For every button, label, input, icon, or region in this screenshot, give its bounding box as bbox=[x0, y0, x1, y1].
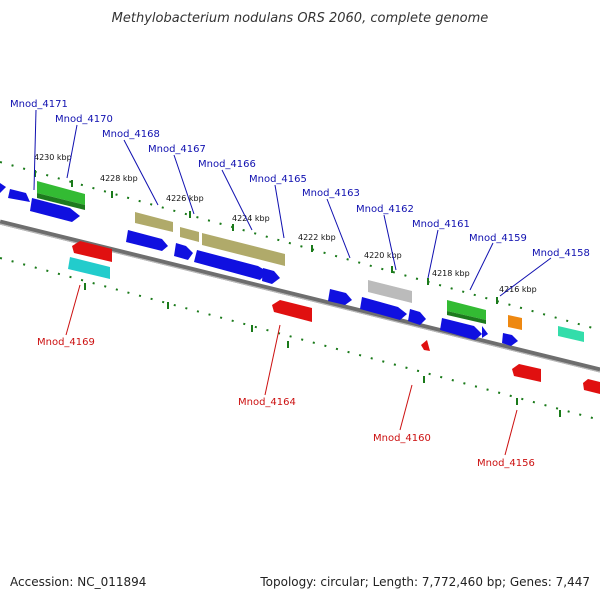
gene-label-mnod-4162[interactable]: Mnod_4162 bbox=[356, 204, 414, 215]
tick-label-4230: 4230 kbp bbox=[34, 153, 72, 162]
tick-label-4220: 4220 kbp bbox=[364, 251, 402, 260]
gene-label-mnod-4161[interactable]: Mnod_4161 bbox=[412, 219, 470, 230]
tick-label-4218: 4218 kbp bbox=[432, 269, 470, 278]
feature-olive-2 bbox=[180, 227, 199, 242]
gene-label-mnod-4159[interactable]: Mnod_4159 bbox=[469, 233, 527, 244]
major-ticks bbox=[34, 170, 561, 417]
feature-cds-7 bbox=[360, 297, 407, 320]
tick-label-4228: 4228 kbp bbox=[100, 174, 138, 183]
gene-label-mnod-4158[interactable]: Mnod_4158 bbox=[532, 248, 590, 259]
tick-label-4226: 4226 kbp bbox=[166, 194, 204, 203]
bottom-gene-labels: Mnod_4169 Mnod_4164 Mnod_4160 Mnod_4156 bbox=[37, 337, 535, 469]
gene-label-mnod-4169[interactable]: Mnod_4169 bbox=[37, 337, 95, 348]
top-gene-labels: Mnod_4171 Mnod_4170 Mnod_4168 Mnod_4167 … bbox=[10, 99, 590, 259]
feature-olive-1 bbox=[135, 212, 173, 232]
feature-green-1 bbox=[37, 181, 85, 205]
feature-teal-1 bbox=[558, 326, 584, 342]
tick-label-4216: 4216 kbp bbox=[499, 285, 537, 294]
feature-gray-1 bbox=[368, 280, 412, 303]
gene-label-mnod-4170[interactable]: Mnod_4170 bbox=[55, 114, 113, 125]
tick-label-4222: 4222 kbp bbox=[298, 233, 336, 242]
gene-label-mnod-4166[interactable]: Mnod_4166 bbox=[198, 159, 256, 170]
gene-label-mnod-4160[interactable]: Mnod_4160 bbox=[373, 433, 431, 444]
feature-partial-left-1 bbox=[0, 183, 6, 193]
feature-partial-left-2 bbox=[8, 189, 30, 202]
gene-label-mnod-4156[interactable]: Mnod_4156 bbox=[477, 458, 535, 469]
feature-red-5 bbox=[583, 379, 600, 394]
tick-label-4224: 4224 kbp bbox=[232, 214, 270, 223]
feature-red-4 bbox=[512, 364, 541, 382]
map-title: Methylobacterium nodulans ORS 2060, comp… bbox=[112, 11, 489, 26]
feature-red-3 bbox=[421, 340, 430, 351]
gene-label-mnod-4164[interactable]: Mnod_4164 bbox=[238, 397, 296, 408]
feature-arrows bbox=[0, 181, 600, 394]
feature-cds-11 bbox=[502, 333, 518, 346]
genome-summary-text: Topology: circular; Length: 7,772,460 bp… bbox=[259, 575, 590, 589]
feature-olive-3 bbox=[202, 233, 285, 266]
feature-cds-8 bbox=[408, 309, 426, 325]
gene-label-mnod-4168[interactable]: Mnod_4168 bbox=[102, 129, 160, 140]
feature-cds-6 bbox=[328, 289, 352, 305]
feature-cyan-1 bbox=[68, 257, 110, 279]
feature-red-1 bbox=[72, 241, 112, 262]
feature-cds-4 bbox=[194, 250, 268, 280]
lower-ruler-track bbox=[0, 257, 600, 421]
feature-green-1-shade bbox=[37, 193, 85, 210]
feature-green-2 bbox=[447, 300, 486, 320]
feature-cds-9 bbox=[440, 318, 482, 340]
feature-cds-2 bbox=[126, 230, 168, 251]
feature-cds-3 bbox=[174, 243, 193, 260]
gene-label-mnod-4165[interactable]: Mnod_4165 bbox=[249, 174, 307, 185]
accession-text: Accession: NC_011894 bbox=[10, 575, 146, 589]
gene-label-mnod-4171[interactable]: Mnod_4171 bbox=[10, 99, 68, 110]
top-leader-lines bbox=[33, 109, 552, 297]
feature-cds-10 bbox=[482, 326, 488, 338]
feature-cds-1 bbox=[30, 198, 80, 222]
gene-label-mnod-4163[interactable]: Mnod_4163 bbox=[302, 188, 360, 199]
feature-cds-5 bbox=[262, 268, 280, 284]
bottom-leader-lines bbox=[65, 284, 518, 456]
feature-green-2-shade bbox=[447, 311, 486, 324]
feature-red-2 bbox=[272, 300, 312, 322]
gene-label-mnod-4167[interactable]: Mnod_4167 bbox=[148, 144, 206, 155]
feature-orange-1 bbox=[508, 315, 522, 330]
